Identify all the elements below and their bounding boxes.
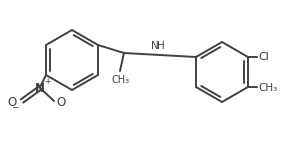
Text: H: H [157, 41, 165, 51]
Text: O: O [56, 95, 65, 109]
Text: CH₃: CH₃ [258, 83, 277, 93]
Text: −: − [10, 102, 18, 112]
Text: O: O [8, 95, 17, 109]
Text: N: N [151, 41, 159, 51]
Text: +: + [44, 78, 51, 86]
Text: N: N [35, 81, 45, 95]
Text: CH₃: CH₃ [112, 75, 130, 85]
Text: Cl: Cl [258, 52, 269, 62]
